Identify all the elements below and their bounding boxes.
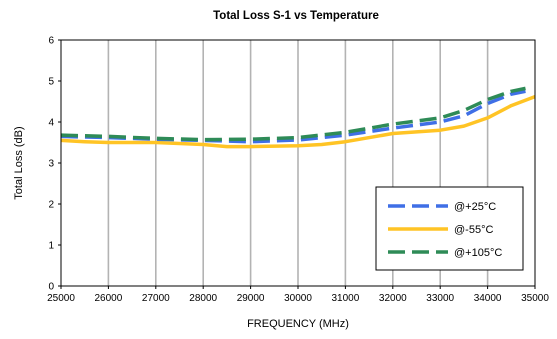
legend-label: @-55°C [454, 224, 493, 236]
chart-title: Total Loss S-1 vs Temperature [213, 10, 379, 22]
x-tick-label: 34000 [474, 293, 502, 304]
series-line-2 [60, 94, 536, 149]
x-tick-labels: 25000 26000 27000 28000 29000 30000 31000 32000… [47, 293, 549, 304]
series-line-3 [60, 86, 526, 142]
series-layer [60, 86, 536, 149]
x-tick-label: 32000 [379, 293, 407, 304]
x-tick-label: 35000 [521, 293, 549, 304]
legend: @+25°C @-55°C @+105°C [375, 186, 524, 271]
series-line-1 [60, 89, 526, 144]
y-tick-label: 5 [48, 77, 54, 88]
y-tick-labels: 0 1 2 3 4 5 6 [48, 36, 54, 293]
x-tick-label: 26000 [94, 293, 122, 304]
legend-label: @+25°C [454, 201, 496, 213]
plot-frame [60, 39, 536, 287]
x-tick-label: 30000 [284, 293, 312, 304]
legend-label: @+105°C [454, 247, 502, 259]
x-tick-label: 25000 [47, 293, 75, 304]
x-tick-label: 33000 [426, 293, 454, 304]
y-axis-label: Total Loss (dB) [13, 126, 25, 199]
y-tick-label: 3 [48, 159, 54, 170]
x-tick-label: 27000 [142, 293, 170, 304]
y-tick-label: 6 [48, 36, 54, 47]
y-tick-label: 1 [48, 241, 54, 252]
y-tick-label: 2 [48, 200, 54, 211]
y-tick-label: 4 [48, 118, 54, 129]
x-tick-label: 29000 [237, 293, 265, 304]
x-tick-label: 28000 [189, 293, 217, 304]
x-axis-label: FREQUENCY (MHz) [247, 318, 349, 330]
x-tick-label: 31000 [331, 293, 359, 304]
y-tick-label: 0 [48, 282, 54, 293]
